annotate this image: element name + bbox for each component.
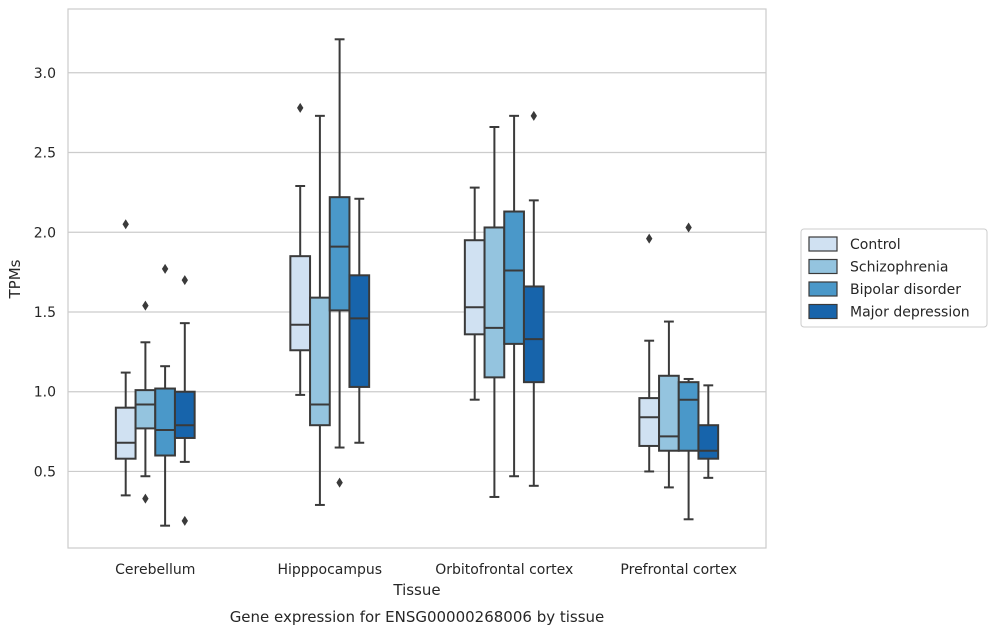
box-major-depression bbox=[173, 275, 196, 526]
box-control bbox=[463, 186, 486, 401]
box-iqr bbox=[173, 390, 196, 439]
y-tick-label: 2.5 bbox=[34, 146, 56, 162]
y-tick-label: 3.0 bbox=[34, 66, 56, 82]
box-bipolar-disorder bbox=[503, 114, 525, 478]
legend-label: Bipolar disorder bbox=[850, 282, 961, 298]
outlier-point bbox=[181, 515, 188, 526]
x-tick-label: Hipppocampus bbox=[277, 562, 382, 578]
box-control bbox=[289, 102, 312, 396]
x-tick-label: Prefrontal cortex bbox=[620, 562, 737, 578]
box-schizophrenia bbox=[309, 114, 331, 506]
y-tick-label: 0.5 bbox=[34, 464, 56, 480]
box-iqr bbox=[463, 239, 486, 336]
y-tick-label: 1.5 bbox=[34, 305, 56, 321]
x-axis-ticks: Cerebellum Hipppocampus Orbitofrontal cort… bbox=[115, 562, 737, 578]
outlier-point bbox=[336, 477, 343, 488]
box-iqr bbox=[154, 387, 176, 457]
box-iqr bbox=[328, 196, 351, 312]
box-bipolar-disorder bbox=[154, 263, 176, 527]
box-iqr bbox=[697, 424, 720, 460]
box-iqr bbox=[522, 285, 545, 384]
x-tick-label: Cerebellum bbox=[115, 562, 195, 578]
y-tick-label: 2.0 bbox=[34, 225, 56, 241]
outlier-point bbox=[161, 263, 169, 274]
box-iqr bbox=[658, 374, 680, 452]
legend-label: Major depression bbox=[850, 305, 970, 321]
outlier-point bbox=[142, 493, 149, 504]
box-major-depression bbox=[697, 384, 720, 479]
box-iqr bbox=[114, 406, 137, 460]
y-tick-label: 1.0 bbox=[34, 385, 56, 401]
box-iqr bbox=[309, 296, 331, 427]
box-schizophrenia bbox=[658, 320, 680, 489]
outlier-point bbox=[297, 102, 304, 113]
x-axis-label: Tissue bbox=[392, 581, 440, 599]
box-control bbox=[638, 233, 661, 473]
box-iqr bbox=[348, 274, 371, 388]
box-iqr bbox=[503, 210, 525, 345]
legend: Control Schizophrenia Bipolar disorder Majo… bbox=[800, 228, 988, 328]
box-iqr bbox=[677, 381, 700, 452]
box-schizophrenia bbox=[483, 126, 506, 498]
y-axis-ticks: 0.5 1.0 1.5 2.0 2.5 3.0 bbox=[34, 66, 56, 481]
x-tick-label: Orbitofrontal cortex bbox=[435, 562, 573, 578]
chart-caption: Gene expression for ENSG00000268006 by t… bbox=[230, 608, 605, 626]
box-iqr bbox=[134, 389, 157, 430]
box-iqr bbox=[638, 397, 661, 447]
box-iqr bbox=[483, 226, 506, 379]
box-major-depression bbox=[348, 197, 371, 444]
legend-frame bbox=[800, 228, 988, 328]
legend-swatch bbox=[808, 281, 838, 297]
box-bipolar-disorder bbox=[328, 38, 351, 488]
outlier-point bbox=[122, 219, 129, 230]
legend-swatch bbox=[808, 303, 838, 320]
box-schizophrenia bbox=[134, 300, 157, 504]
box-bipolar-disorder bbox=[677, 222, 700, 521]
outlier-point bbox=[646, 233, 653, 244]
y-axis-label: TPMs bbox=[6, 259, 24, 299]
plot-frame bbox=[67, 8, 767, 549]
box-iqr bbox=[289, 255, 312, 352]
legend-swatch bbox=[808, 236, 838, 252]
box-control bbox=[114, 219, 137, 497]
box-major-depression bbox=[522, 110, 545, 487]
outlier-point bbox=[181, 275, 188, 286]
outlier-point bbox=[685, 222, 692, 233]
box-groups bbox=[114, 38, 720, 527]
legend-label: Schizophrenia bbox=[850, 260, 948, 276]
legend-label: Control bbox=[850, 237, 901, 253]
outlier-point bbox=[530, 110, 537, 121]
legend-swatch bbox=[808, 258, 838, 275]
outlier-point bbox=[142, 300, 149, 311]
